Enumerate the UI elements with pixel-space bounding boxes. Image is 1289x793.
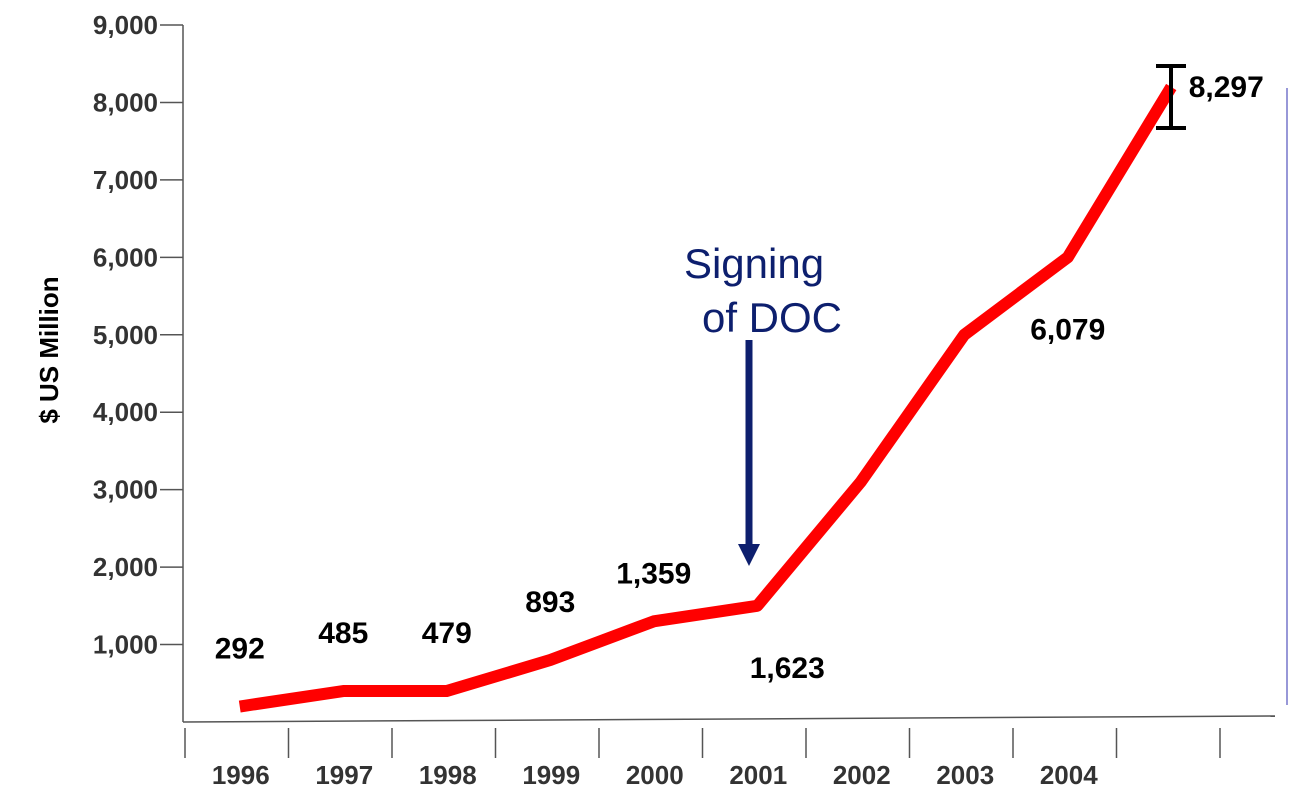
x-tick-label: 1999 [522, 760, 580, 790]
series-line [238, 83, 1177, 713]
x-tick-label: 2004 [1040, 760, 1098, 790]
y-tick-label: 9,000 [93, 10, 158, 40]
y-tick-label: 4,000 [93, 397, 158, 427]
data-label: 1,623 [750, 652, 825, 685]
y-tick-label: 5,000 [93, 320, 158, 350]
data-label: 479 [422, 617, 472, 650]
x-tick-label: 2001 [729, 760, 787, 790]
data-label: 292 [215, 633, 265, 666]
data-label: 8,297 [1189, 71, 1264, 104]
y-tick-label: 8,000 [93, 87, 158, 117]
error-bar [1156, 64, 1186, 130]
data-label: 485 [318, 617, 368, 650]
y-tick-label: 6,000 [93, 242, 158, 272]
data-label: 893 [525, 586, 575, 619]
annotation-line2: of DOC [702, 294, 842, 341]
x-tick-label: 1997 [315, 760, 373, 790]
x-tick-label: 1998 [419, 760, 477, 790]
x-tick-label: 2003 [936, 760, 994, 790]
x-tick-label: 2002 [833, 760, 891, 790]
series-group [238, 83, 1177, 713]
y-axis-title: $ US Million [34, 276, 64, 423]
data-label: 6,079 [1030, 313, 1105, 346]
y-tick-label: 2,000 [93, 552, 158, 582]
x-tick-label: 2000 [626, 760, 684, 790]
y-ticks: 1,000 2,000 3,000 4,000 5,000 6,000 7,000 8,000… [93, 10, 183, 660]
y-tick-label: 3,000 [93, 475, 158, 505]
y-tick-label: 1,000 [93, 630, 158, 660]
x-ticks: 1996 1997 1998 1999 2000 2001 2002 2003 2004 [184, 728, 1221, 790]
data-label: 1,359 [616, 557, 691, 590]
data-labels: 292 485 479 893 1,359 1,623 6,079 8,297 [215, 71, 1264, 685]
x-axis [182, 715, 1276, 723]
y-tick-label: 7,000 [93, 165, 158, 195]
annotation-line1: Signing [684, 240, 824, 287]
x-tick-label: 1996 [212, 760, 270, 790]
annotation: Signing of DOC [684, 240, 842, 566]
annotation-arrow-head [738, 544, 760, 566]
